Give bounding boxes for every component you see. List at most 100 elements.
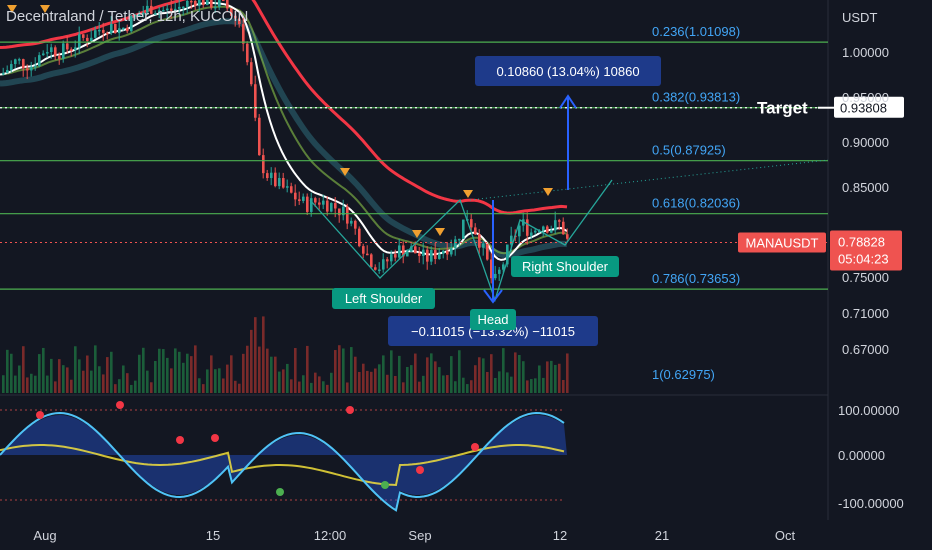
volume-bar bbox=[454, 381, 457, 393]
volume-bar bbox=[446, 375, 449, 393]
volume-bar bbox=[530, 379, 533, 393]
fib-label: 0.5(0.87925) bbox=[652, 143, 726, 158]
right-shoulder-label-bg[interactable] bbox=[511, 256, 619, 277]
measure-up-box[interactable] bbox=[475, 56, 661, 86]
volume-bar bbox=[534, 378, 537, 393]
fib-label: 0.382(0.93813) bbox=[652, 90, 740, 105]
volume-bar bbox=[106, 357, 109, 393]
volume-bar bbox=[262, 316, 265, 393]
candle-body bbox=[370, 254, 373, 268]
candle-body bbox=[446, 250, 449, 255]
volume-bar bbox=[346, 382, 349, 393]
volume-bar bbox=[470, 380, 473, 393]
head-label-bg[interactable] bbox=[470, 309, 516, 330]
volume-bar bbox=[90, 370, 93, 393]
volume-bar bbox=[182, 362, 185, 393]
measure-down-box[interactable] bbox=[388, 316, 598, 346]
candle-body bbox=[390, 254, 393, 262]
volume-bar bbox=[282, 369, 285, 393]
measure-down-text: −0.11015 (−13.32%) −11015 bbox=[411, 324, 575, 339]
price-tick-label: 0.90000 bbox=[842, 135, 889, 150]
volume-bar bbox=[330, 372, 333, 393]
signal-triangle bbox=[435, 228, 445, 236]
measure-up-head bbox=[559, 94, 577, 109]
candle-body bbox=[58, 56, 61, 59]
volume-bar bbox=[398, 355, 401, 393]
fib-label: 1(0.62975) bbox=[652, 367, 715, 382]
candle-body bbox=[278, 178, 281, 187]
volume-bar bbox=[114, 384, 117, 393]
volume-bar bbox=[442, 375, 445, 393]
candle-body bbox=[18, 59, 21, 61]
candle-body bbox=[534, 230, 537, 233]
volume-bar bbox=[134, 380, 137, 393]
volume-bar bbox=[58, 359, 61, 393]
time-tick-label: 12 bbox=[553, 528, 567, 543]
volume-bar bbox=[502, 348, 505, 393]
volume-bar bbox=[498, 371, 501, 393]
volume-bar bbox=[518, 354, 521, 393]
candle-body bbox=[374, 267, 377, 270]
candle-body bbox=[474, 227, 477, 235]
candle-body bbox=[266, 173, 269, 179]
volume-bar bbox=[422, 375, 425, 393]
volume-bar bbox=[82, 370, 85, 393]
volume-bar bbox=[74, 346, 77, 393]
candle-body bbox=[142, 12, 145, 15]
volume-bar bbox=[458, 350, 461, 393]
target-price-badge[interactable] bbox=[834, 96, 904, 118]
volume-bar bbox=[202, 384, 205, 393]
volume-bar bbox=[354, 356, 357, 393]
candle-body bbox=[126, 27, 129, 32]
price-tick-label: 1.00000 bbox=[842, 45, 889, 60]
volume-bar bbox=[190, 356, 193, 393]
candle-body bbox=[242, 24, 245, 44]
signal-triangle bbox=[412, 230, 422, 238]
candle-body bbox=[310, 198, 313, 212]
candle-body bbox=[90, 37, 93, 42]
candle-body bbox=[450, 248, 453, 255]
candle-body bbox=[294, 192, 297, 200]
candle-body bbox=[62, 43, 65, 59]
candle-body bbox=[498, 269, 501, 274]
volume-bar bbox=[158, 348, 161, 393]
ema-red bbox=[0, 0, 568, 215]
candle-body bbox=[502, 264, 505, 270]
osc-dot bbox=[381, 481, 389, 489]
candle-body bbox=[458, 238, 461, 241]
candle-body bbox=[510, 235, 513, 245]
candle-body bbox=[506, 244, 509, 265]
candle-body bbox=[46, 52, 49, 54]
symbol-title[interactable]: Decentraland / Tether, 12h, KUCOIN bbox=[6, 8, 249, 25]
volume-bar bbox=[546, 361, 549, 393]
candle-body bbox=[274, 172, 277, 187]
volume-bar bbox=[326, 384, 329, 393]
volume-bar bbox=[42, 347, 45, 393]
candle-body bbox=[314, 198, 317, 203]
candle-body bbox=[430, 250, 433, 262]
candle-body bbox=[518, 225, 521, 237]
volume-bar bbox=[558, 363, 561, 393]
volume-bar bbox=[366, 370, 369, 393]
left-shoulder-label-bg[interactable] bbox=[332, 288, 435, 309]
candle-body bbox=[366, 253, 369, 256]
time-tick-label: 21 bbox=[655, 528, 669, 543]
candle-body bbox=[114, 23, 117, 34]
time-tick-label: Sep bbox=[408, 528, 431, 543]
candle-body bbox=[542, 226, 545, 231]
target-label: Target bbox=[757, 99, 808, 118]
candle-body bbox=[22, 59, 25, 69]
volume-bar bbox=[26, 377, 29, 393]
osc-dot bbox=[276, 488, 284, 496]
candle-body bbox=[174, 8, 177, 11]
symbol-badge[interactable] bbox=[738, 232, 826, 253]
candle-body bbox=[102, 29, 105, 33]
volume-bar bbox=[254, 317, 257, 393]
volume-bar bbox=[62, 365, 65, 393]
volume-bar bbox=[66, 367, 69, 393]
volume-bar bbox=[342, 348, 345, 393]
volume-bar bbox=[6, 349, 9, 393]
volume-bar bbox=[250, 329, 253, 393]
candle-body bbox=[482, 243, 485, 248]
